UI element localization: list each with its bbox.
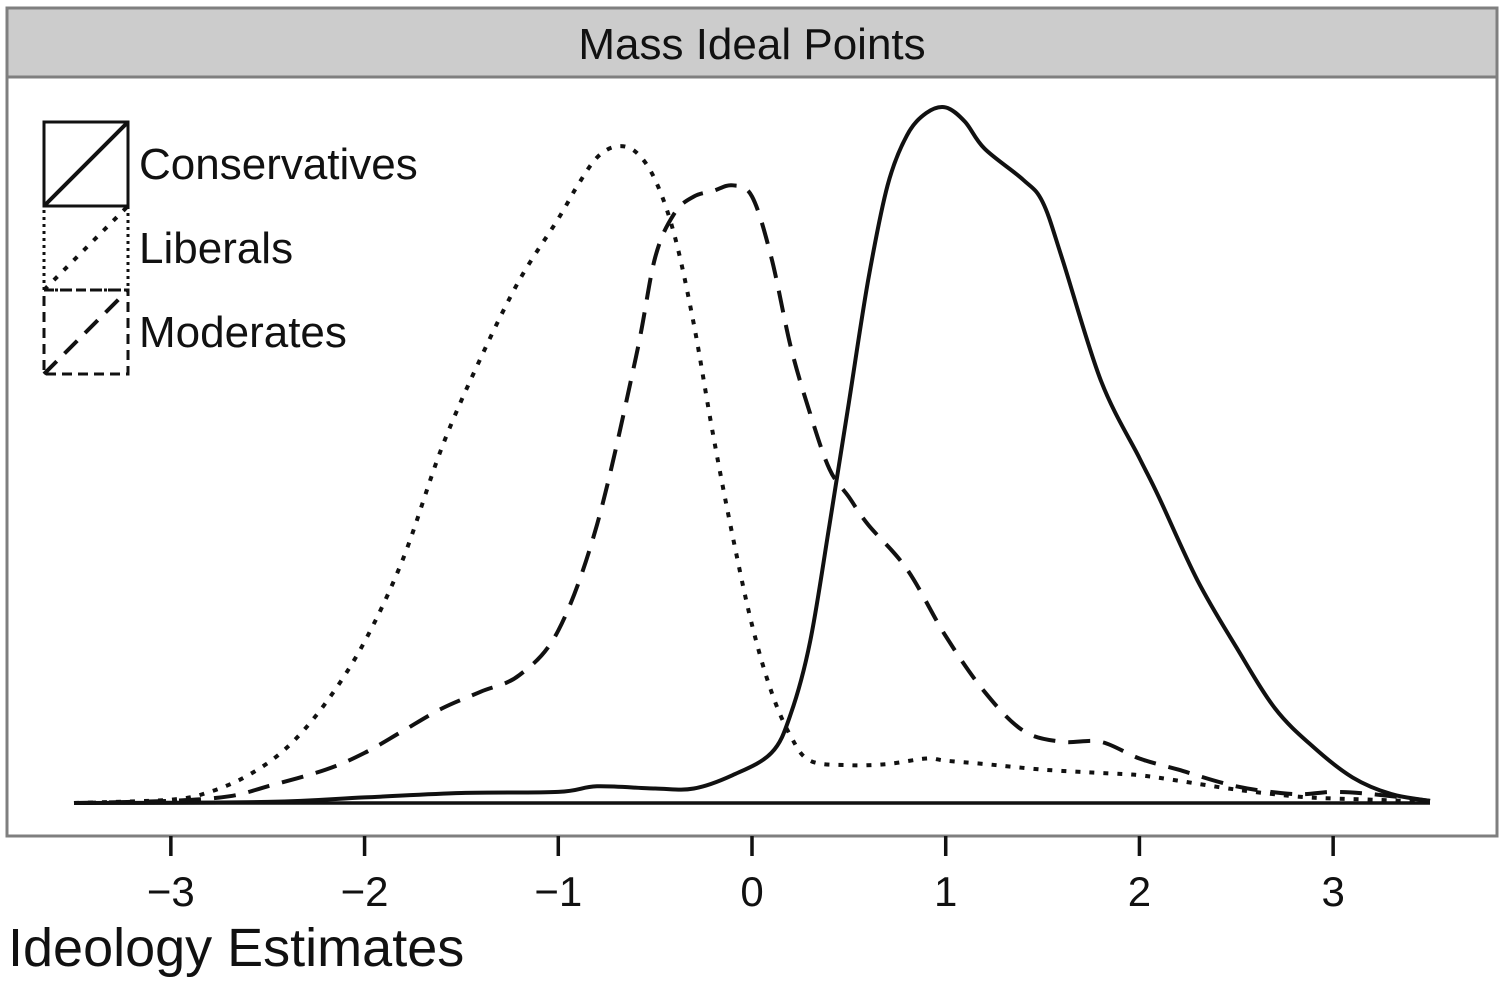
x-tick-label: 0	[740, 868, 763, 915]
x-tick-label: −3	[147, 868, 195, 915]
x-axis: −3 −2 −1 0 1 2 3	[147, 836, 1345, 915]
x-tick-label: 2	[1128, 868, 1151, 915]
x-tick-label: −1	[534, 868, 582, 915]
strip-header	[5, 6, 1499, 79]
x-tick-label: −2	[341, 868, 389, 915]
legend-label: Moderates	[139, 308, 347, 357]
legend-key-line	[42, 288, 130, 376]
chart-title: Mass Ideal Points	[578, 20, 925, 69]
x-tick-label: 1	[934, 868, 957, 915]
series-line-moderates	[73, 183, 1431, 805]
legend-key-box	[42, 288, 130, 376]
legend-item-conservatives: Conservatives	[42, 120, 418, 208]
legend-key-line	[42, 120, 130, 208]
x-tick-label: 3	[1321, 868, 1344, 915]
legend: Conservatives Liberals Moderates	[42, 120, 418, 376]
legend-key-line	[42, 204, 130, 292]
legend-item-moderates: Moderates	[42, 288, 347, 376]
series-line-conservatives	[73, 105, 1431, 805]
series-layer	[73, 105, 1431, 805]
legend-label: Conservatives	[139, 140, 418, 189]
x-axis-label: Ideology Estimates	[8, 918, 464, 978]
plot-panel	[5, 75, 1499, 838]
legend-label: Liberals	[139, 224, 293, 273]
